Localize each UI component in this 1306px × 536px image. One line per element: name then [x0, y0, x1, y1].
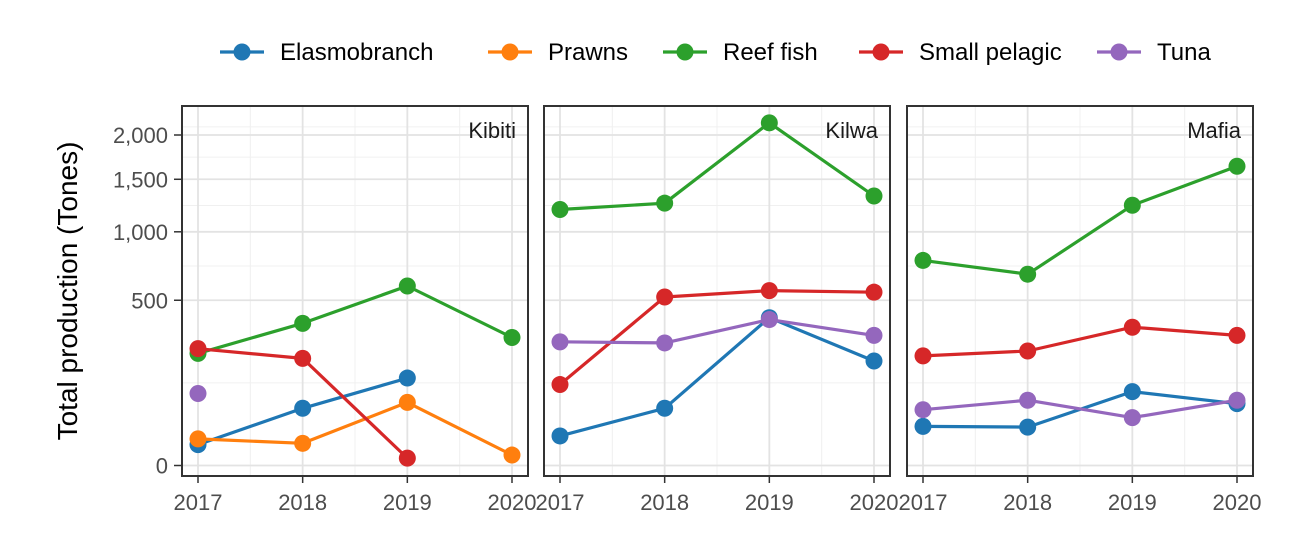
- data-point-tuna: [914, 401, 932, 419]
- legend-label: Reef fish: [723, 39, 818, 66]
- data-point-elasmobranch: [914, 417, 932, 435]
- data-point-reef-fish: [398, 277, 416, 295]
- data-point-prawns: [294, 434, 312, 452]
- x-tick-label: 2018: [640, 490, 689, 515]
- data-point-tuna: [1228, 391, 1246, 409]
- x-tick-label: 2017: [174, 490, 223, 515]
- series-line-reef-fish: [197, 284, 513, 355]
- data-point-reef-fish: [294, 314, 312, 332]
- data-point-tuna: [1123, 409, 1141, 427]
- data-point-small-pelagic: [398, 449, 416, 467]
- x-tick-label: 2020: [1213, 490, 1262, 515]
- legend-label: Small pelagic: [919, 39, 1062, 66]
- legend-key-point: [233, 43, 251, 61]
- x-tick-label: 2017: [536, 490, 585, 515]
- series-line-elasmobranch: [559, 316, 875, 438]
- x-tick-label: 2018: [278, 490, 327, 515]
- series-line-prawns: [197, 400, 513, 457]
- y-tick-label: 1,500: [113, 167, 168, 192]
- x-tick-label: 2020: [488, 490, 537, 515]
- data-point-reef-fish: [865, 187, 883, 205]
- data-point-small-pelagic: [865, 283, 883, 301]
- legend-key-point: [676, 43, 694, 61]
- y-axis-title: Total production (Tones): [52, 142, 83, 441]
- data-point-elasmobranch: [1123, 383, 1141, 401]
- panel-border: [543, 105, 891, 477]
- data-point-elasmobranch: [551, 427, 569, 445]
- data-point-prawns: [503, 446, 521, 464]
- data-point-prawns: [398, 393, 416, 411]
- panel-title: Kibiti: [468, 118, 516, 143]
- data-point-tuna: [189, 384, 207, 402]
- panel-border: [181, 105, 529, 477]
- x-tick-label: 2018: [1003, 490, 1052, 515]
- data-point-tuna: [1019, 391, 1037, 409]
- series-line-tuna: [922, 398, 1238, 420]
- data-point-elasmobranch: [398, 369, 416, 387]
- series-line-reef-fish: [559, 121, 875, 212]
- y-tick-label: 1,000: [113, 220, 168, 245]
- legend-label: Elasmobranch: [280, 39, 433, 66]
- data-point-small-pelagic: [1019, 342, 1037, 360]
- data-point-reef-fish: [760, 114, 778, 132]
- data-point-small-pelagic: [656, 288, 674, 306]
- x-tick-label: 2020: [850, 490, 899, 515]
- legend-label: Tuna: [1157, 39, 1211, 66]
- data-point-tuna: [760, 311, 778, 329]
- data-point-reef-fish: [1228, 157, 1246, 175]
- data-point-small-pelagic: [1228, 326, 1246, 344]
- data-point-reef-fish: [503, 328, 521, 346]
- legend-key-point: [872, 43, 890, 61]
- panel-border: [906, 105, 1254, 477]
- data-point-small-pelagic: [294, 349, 312, 367]
- y-tick-label: 500: [131, 288, 168, 313]
- data-point-elasmobranch: [865, 352, 883, 370]
- y-tick-label: 0: [156, 454, 168, 479]
- x-tick-label: 2019: [1108, 490, 1157, 515]
- series-line-small-pelagic: [922, 325, 1238, 358]
- x-tick-label: 2019: [383, 490, 432, 515]
- data-point-elasmobranch: [294, 399, 312, 417]
- legend-label: Prawns: [548, 39, 628, 66]
- data-point-tuna: [656, 334, 674, 352]
- data-point-small-pelagic: [189, 340, 207, 358]
- data-point-elasmobranch: [656, 399, 674, 417]
- panel-title: Mafia: [1187, 118, 1242, 143]
- data-point-reef-fish: [1019, 265, 1037, 283]
- series-line-tuna: [559, 318, 875, 345]
- data-point-small-pelagic: [1123, 318, 1141, 336]
- data-point-small-pelagic: [760, 282, 778, 300]
- y-tick-label: 2,000: [113, 123, 168, 148]
- data-point-reef-fish: [1123, 196, 1141, 214]
- x-tick-label: 2019: [745, 490, 794, 515]
- data-point-reef-fish: [656, 194, 674, 212]
- series-line-reef-fish: [922, 164, 1238, 276]
- data-point-small-pelagic: [551, 376, 569, 394]
- data-point-tuna: [551, 333, 569, 351]
- legend-key-point: [501, 43, 519, 61]
- x-tick-label: 2017: [899, 490, 948, 515]
- data-point-small-pelagic: [914, 347, 932, 365]
- panel-title: Kilwa: [825, 118, 878, 143]
- data-point-elasmobranch: [1019, 418, 1037, 436]
- data-point-prawns: [189, 430, 207, 448]
- data-point-tuna: [865, 326, 883, 344]
- data-point-reef-fish: [551, 200, 569, 218]
- legend-key-point: [1110, 43, 1128, 61]
- data-point-reef-fish: [914, 251, 932, 269]
